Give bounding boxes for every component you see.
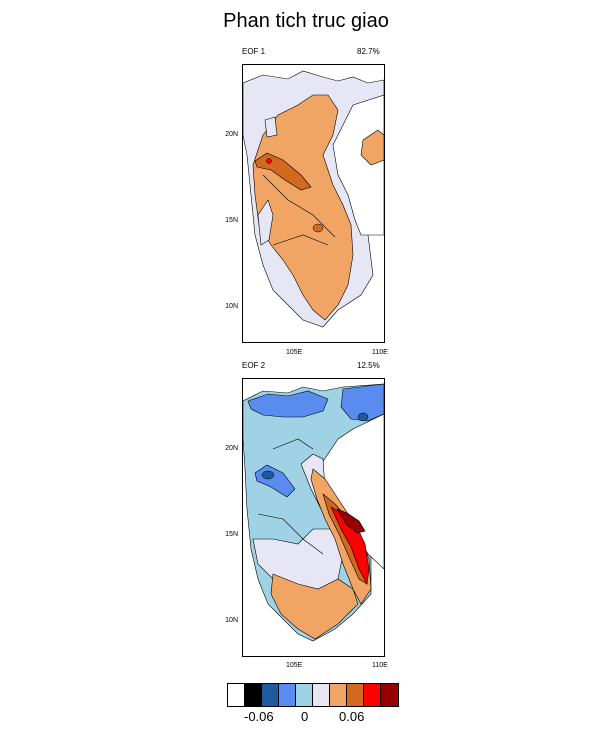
panel2-xtick-105: 105E — [286, 662, 303, 669]
colorbar-box-2 — [262, 684, 279, 706]
eof1-lavender-inner2 — [264, 116, 278, 138]
panel1-xtick-110: 110E — [372, 349, 388, 356]
colorbar-box-5 — [313, 684, 330, 706]
colorbar-box-9 — [381, 684, 398, 706]
colorbar-label-pos: 0.06 — [339, 709, 365, 724]
colorbar-box-4 — [296, 684, 313, 706]
eof2-blue-ne — [340, 383, 384, 422]
panel1-variance: 82.7% — [357, 47, 380, 56]
colorbar-box-1 — [245, 684, 262, 706]
eof2-map — [242, 378, 385, 657]
colorbar-box-7 — [347, 684, 364, 706]
eof1-orange-ne — [360, 129, 384, 166]
panel2-label: EOF 2 — [242, 361, 266, 370]
eof2-blue-north — [247, 390, 329, 418]
eof2-orange-south — [270, 573, 359, 640]
panel2-variance: 12.5% — [357, 361, 380, 370]
eof1-orange-region — [252, 94, 354, 321]
colorbar-box-6 — [330, 684, 347, 706]
colorbar — [227, 683, 399, 707]
colorbar-label-neg: -0.06 — [244, 709, 274, 724]
colorbar-box-0 — [228, 684, 245, 706]
panel2-xtick-110: 110E — [372, 662, 388, 669]
eof1-lavender-inner — [257, 199, 274, 246]
panel1-ytick-20: 20N — [225, 131, 238, 138]
panel1-xtick-105: 105E — [286, 349, 303, 356]
eof1-sea — [332, 94, 384, 236]
panel1-ytick-15: 15N — [225, 217, 238, 224]
panel2-ytick-20: 20N — [225, 445, 238, 452]
colorbar-label-zero: 0 — [301, 709, 309, 724]
panel2-ytick-10: 10N — [225, 617, 238, 624]
eof2-darkred-coast — [336, 508, 366, 534]
eof1-map — [242, 64, 385, 343]
panel1-ytick-10: 10N — [225, 303, 238, 310]
colorbar-box-8 — [364, 684, 381, 706]
panel2-ytick-15: 15N — [225, 531, 238, 538]
panel1-label: EOF 1 — [242, 47, 266, 56]
figure-title: Phan tich truc giao — [223, 10, 389, 32]
colorbar-box-3 — [279, 684, 296, 706]
